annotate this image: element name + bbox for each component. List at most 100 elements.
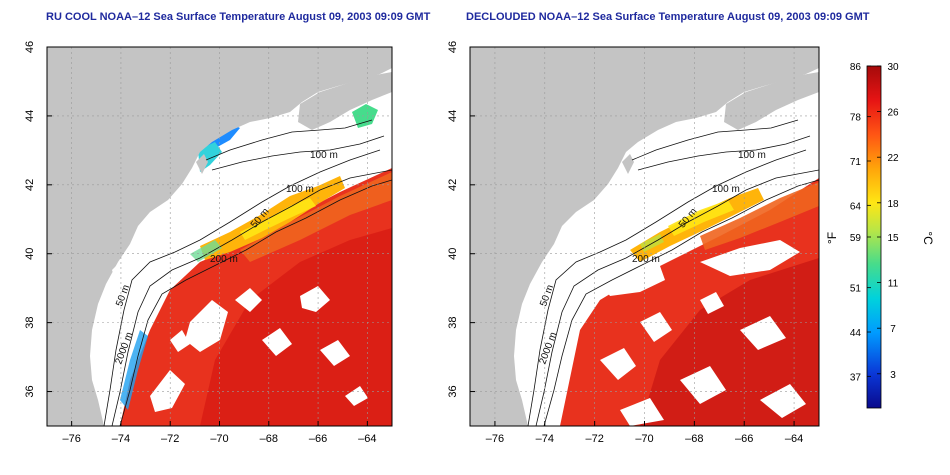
right-gap-1 bbox=[600, 262, 665, 296]
colorbar-f-tick-label: 78 bbox=[850, 113, 862, 124]
right-land-mass bbox=[470, 47, 819, 426]
colorbar-fahrenheit-ticks: 86 78 71 64 59 51 44 37 bbox=[850, 62, 871, 383]
colorbar-c-tick-label: 22 bbox=[887, 153, 899, 164]
left-y-tick-label: 40 bbox=[24, 248, 36, 260]
left-y-tick-label: 38 bbox=[24, 317, 36, 329]
left-bathymetry-contours bbox=[103, 119, 392, 426]
right-x-tick-label: –64 bbox=[785, 433, 803, 445]
right-gap-2 bbox=[700, 240, 800, 276]
right-contour-label-100m: 100 m bbox=[738, 150, 766, 161]
right-x-tick-label: –76 bbox=[486, 433, 504, 445]
colorbar-f-tick-label: 51 bbox=[850, 284, 862, 295]
left-y-tick-label: 44 bbox=[24, 110, 36, 122]
left-x-tick-label: –72 bbox=[161, 433, 179, 445]
colorbar-c-tick-label: 15 bbox=[887, 233, 899, 244]
left-gridlines bbox=[47, 47, 392, 426]
colorbar-f-tick-label: 37 bbox=[850, 372, 862, 383]
left-sst-cyan-patch-2 bbox=[352, 104, 378, 128]
left-cloud-5 bbox=[262, 328, 292, 356]
colorbar-f-tick-label: 59 bbox=[850, 233, 862, 244]
left-y-tick-label: 36 bbox=[24, 385, 36, 397]
left-cloud-3 bbox=[235, 288, 262, 312]
right-x-tick-label: –74 bbox=[536, 433, 554, 445]
left-map-panel: 100 m 100 m 50 m 200 m 50 m 2000 m –76 –7… bbox=[24, 41, 393, 445]
right-y-tick-label: 42 bbox=[447, 179, 459, 191]
right-bathymetry-contours bbox=[527, 119, 819, 426]
right-y-tick-label: 40 bbox=[447, 248, 459, 260]
left-x-axis: –76 –74 –72 –70 –68 –66 –64 bbox=[62, 421, 377, 445]
left-x-tick-label: –70 bbox=[210, 433, 228, 445]
colorbar-f-tick-label: 86 bbox=[850, 62, 862, 73]
right-land-nova-scotia bbox=[724, 72, 819, 130]
left-sst-hot bbox=[200, 228, 392, 426]
left-x-tick-label: –64 bbox=[358, 433, 376, 445]
left-y-tick-label: 46 bbox=[24, 41, 36, 53]
left-x-tick-label: –68 bbox=[260, 433, 278, 445]
left-sst-green-strip bbox=[190, 240, 222, 262]
right-contour-label-200m: 200 m bbox=[632, 254, 660, 265]
left-land-mass bbox=[47, 47, 392, 426]
left-contour-label-100m: 100 m bbox=[310, 150, 338, 161]
right-y-tick-label: 44 bbox=[447, 110, 459, 122]
left-y-tick-label: 42 bbox=[24, 179, 36, 191]
right-sst-orange bbox=[700, 182, 819, 250]
left-sst-blue-coast bbox=[120, 330, 148, 410]
colorbar-celsius-label: °C bbox=[921, 231, 935, 245]
right-gap-3 bbox=[640, 312, 672, 342]
colorbar-c-tick-label: 7 bbox=[890, 324, 896, 335]
right-x-tick-label: –66 bbox=[735, 433, 753, 445]
colorbar: 86 78 71 64 59 51 44 37 30 26 22 18 15 11 7 3 °F °C bbox=[825, 62, 935, 409]
right-sst-yellow bbox=[668, 200, 734, 236]
colorbar-c-tick-label: 30 bbox=[887, 62, 899, 73]
left-x-tick-label: –76 bbox=[62, 433, 80, 445]
left-sst-yellow bbox=[240, 198, 316, 240]
right-gap-4 bbox=[600, 348, 636, 380]
left-cloud-7 bbox=[170, 330, 190, 352]
right-y-tick-label: 36 bbox=[447, 385, 459, 397]
right-y-tick-label: 38 bbox=[447, 317, 459, 329]
left-land-cape-cod bbox=[196, 154, 208, 174]
left-contour-label-200m: 200 m bbox=[210, 254, 238, 265]
right-contour-label-100m-2: 100 m bbox=[712, 184, 740, 195]
colorbar-f-tick-label: 71 bbox=[850, 157, 862, 168]
colorbar-f-tick-label: 44 bbox=[850, 328, 862, 339]
colorbar-c-tick-label: 11 bbox=[888, 279, 899, 290]
right-map-panel: 100 m 100 m 50 m 200 m 50 m 2000 m –76 –7… bbox=[447, 41, 820, 445]
left-cloud-6 bbox=[320, 340, 350, 366]
colorbar-f-tick-label: 64 bbox=[850, 201, 862, 212]
colorbar-c-tick-label: 26 bbox=[887, 108, 899, 119]
right-x-tick-label: –72 bbox=[585, 433, 603, 445]
colorbar-celsius-ticks: 30 26 22 18 15 11 7 3 bbox=[877, 62, 899, 381]
right-gap-9 bbox=[700, 292, 724, 314]
right-x-tick-label: –70 bbox=[635, 433, 653, 445]
right-gridlines bbox=[470, 47, 819, 426]
left-bay bbox=[98, 318, 110, 352]
colorbar-c-tick-label: 18 bbox=[887, 199, 899, 210]
left-y-axis: 46 44 42 40 38 36 bbox=[24, 41, 52, 398]
right-x-tick-label: –68 bbox=[685, 433, 703, 445]
left-sst-orange bbox=[240, 172, 392, 262]
left-x-tick-label: –66 bbox=[309, 433, 327, 445]
left-cloud-1 bbox=[185, 300, 228, 352]
right-gap-7 bbox=[760, 384, 806, 418]
left-x-tick-label: –74 bbox=[112, 433, 130, 445]
left-cloud-8 bbox=[345, 386, 368, 406]
right-gap-5 bbox=[680, 366, 726, 404]
right-gap-8 bbox=[620, 398, 664, 426]
left-panel-title: RU COOL NOAA–12 Sea Surface Temperature … bbox=[46, 11, 431, 23]
colorbar-c-tick-label: 3 bbox=[890, 370, 896, 381]
left-land-nova-scotia bbox=[298, 72, 392, 130]
right-y-axis: 46 44 42 40 38 36 bbox=[447, 41, 475, 398]
left-cloud-4 bbox=[300, 286, 330, 312]
right-bay bbox=[522, 318, 534, 352]
left-contour-label-100m-2: 100 m bbox=[286, 184, 314, 195]
right-y-tick-label: 46 bbox=[447, 41, 459, 53]
right-land-cape-cod bbox=[622, 154, 634, 174]
colorbar-fahrenheit-label: °F bbox=[825, 232, 839, 244]
right-panel-title: DECLOUDED NOAA–12 Sea Surface Temperatur… bbox=[466, 11, 870, 23]
right-x-axis: –76 –74 –72 –70 –68 –66 –64 bbox=[486, 421, 803, 445]
left-cloud-2 bbox=[150, 370, 185, 412]
right-gap-6 bbox=[740, 316, 786, 350]
